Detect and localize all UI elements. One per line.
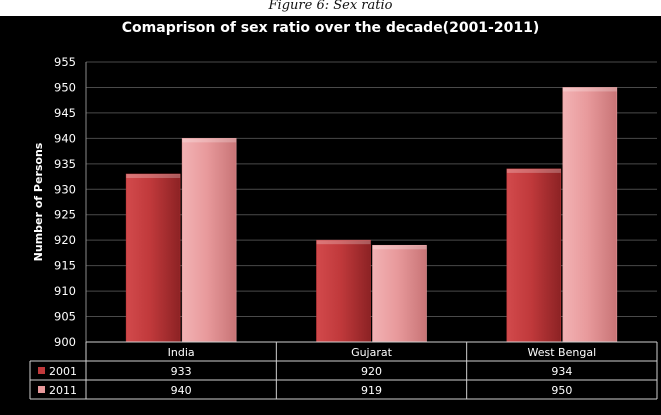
data-value: 933 (171, 365, 192, 378)
y-tick-label: 915 (54, 259, 76, 273)
legend-label: 2001 (49, 365, 77, 378)
bar-top-highlight (506, 168, 561, 173)
legend-swatch (38, 367, 45, 374)
y-tick-label: 930 (54, 182, 76, 196)
y-tick-label: 940 (54, 131, 76, 145)
legend-swatch (38, 386, 45, 393)
category-label: West Bengal (528, 346, 597, 359)
bar (372, 244, 427, 343)
bar-top-highlight (562, 87, 617, 92)
y-tick-label: 900 (54, 335, 76, 349)
y-tick-label: 955 (54, 55, 76, 69)
bar-top-highlight (316, 240, 371, 245)
chart-title: Comaprison of sex ratio over the decade(… (121, 20, 540, 36)
data-value: 919 (361, 384, 382, 397)
legend-label: 2011 (49, 384, 77, 397)
y-tick-label: 920 (54, 233, 76, 247)
y-tick-label: 945 (54, 106, 76, 120)
data-value: 940 (171, 384, 192, 397)
y-tick-label: 910 (54, 284, 76, 298)
category-label: Gujarat (351, 346, 393, 359)
y-tick-label: 925 (54, 208, 76, 222)
bar (562, 87, 618, 343)
figure-caption: Figure 6: Sex ratio (268, 0, 393, 13)
bar-top-highlight (126, 174, 181, 178)
data-value: 934 (551, 365, 572, 378)
y-axis-label: Number of Persons (32, 142, 45, 261)
bar (125, 173, 181, 343)
bar (181, 138, 237, 343)
bar-top-highlight (182, 138, 237, 143)
bar (506, 168, 562, 343)
data-value: 920 (361, 365, 382, 378)
data-value: 950 (551, 384, 572, 397)
y-tick-label: 950 (54, 80, 76, 94)
y-tick-label: 905 (54, 310, 76, 324)
bar (316, 239, 371, 343)
bar-top-highlight (372, 245, 427, 250)
category-label: India (168, 346, 195, 359)
y-tick-label: 935 (54, 157, 76, 171)
